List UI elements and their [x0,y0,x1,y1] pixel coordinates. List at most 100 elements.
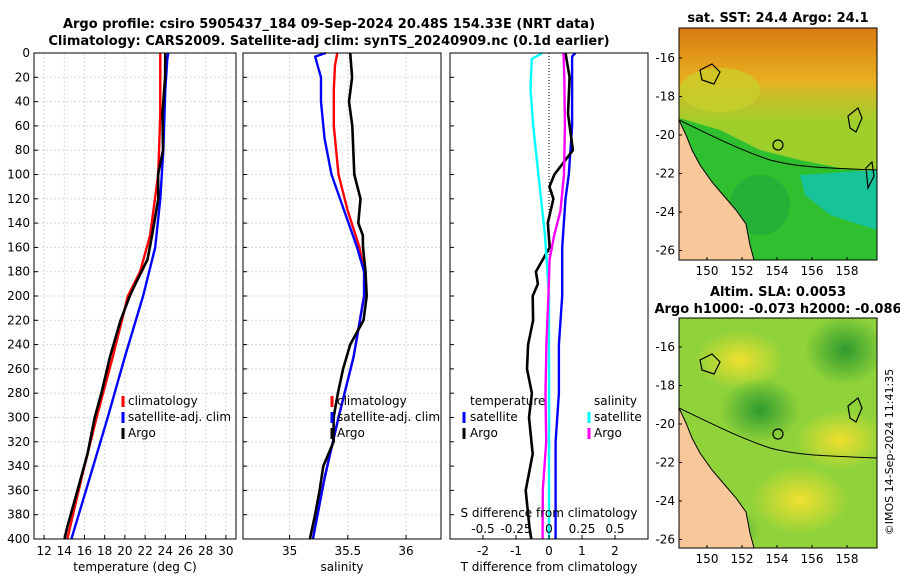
map-x-tick-label: 152 [731,552,754,566]
series-line-s-argo [541,52,567,540]
x-tick-label: 35 [282,544,297,558]
x-tick-label: 22 [137,544,152,558]
y-tick-label: 0 [22,46,30,60]
x2-tick-label: -0.5 [471,522,494,536]
series-line-argo [63,52,167,540]
salinity-xlabel: salinity [320,560,363,574]
x-tick-label: 36 [398,544,413,558]
x-tick-label: 26 [178,544,193,558]
x-tick-label: -2 [477,544,489,558]
y-tick-label: 400 [7,532,30,546]
sla-map [679,318,877,548]
y-tick-label: 80 [15,143,30,157]
sla-coastline [679,407,755,548]
sla-reef [699,353,721,375]
x-tick-label: 16 [77,544,92,558]
series-line-satellite-adj-clim [311,51,366,540]
sla-high-patch [750,465,850,535]
map-x-tick-label: 150 [696,264,719,278]
sst-warm-patch [680,68,760,112]
salinity-panel: 35 35.5 36 [242,51,442,558]
y-tick-label: 280 [7,386,30,400]
x-tick-label: 18 [97,544,112,558]
map-y-tick-label: -24 [655,494,675,508]
map-y-tick-label: -24 [655,205,675,219]
map-x-tick-label: 158 [836,552,859,566]
sla-high-patch [695,330,785,390]
x-tick-label: 28 [198,544,213,558]
x-tick-label: 20 [117,544,132,558]
sst-isobath [679,119,877,171]
temperature-panel: 12 14 16 18 20 22 24 26 28 3002040608010012014016… [7,46,237,558]
sst-reef [865,160,875,191]
x2-tick-label: 0 [545,522,553,536]
y-tick-label: 40 [15,95,30,109]
y-tick-label: 260 [7,362,30,376]
x-tick-label: 12 [36,544,51,558]
map-y-tick-label: -16 [655,340,675,354]
y-tick-label: 220 [7,313,30,327]
sst-map [679,28,877,260]
sla-high-patch [795,410,877,470]
figure-title-line1: Argo profile: csiro 5905437_184 09-Sep-2… [63,17,595,32]
legend-satellite-label: satellite-adj. clim [128,410,231,424]
difference-xlabel: T difference from climatology [460,560,638,574]
legend-temperature-title: temperature [470,394,545,408]
x2-tick-label: -0.25 [500,522,531,536]
sst-coastline [679,119,755,260]
legend-argo-label: Argo [337,426,365,440]
series-line-argo [308,52,368,540]
legend-climatology-label: climatology [337,394,407,408]
sla-map-frame [678,317,878,549]
y-tick-label: 240 [7,338,30,352]
series-line-t-satellite [554,52,577,539]
difference-legend: temperature satellite Argo salinity sate… [462,394,642,440]
map-y-tick-label: -18 [655,379,675,393]
sla-map-ticks: -16 -18 -20 -22 -24 -26 150 152 154 156 158 [655,340,858,566]
sst-map-frame [678,27,878,261]
sla-reef [847,397,863,423]
y-tick-label: 100 [7,168,30,182]
sst-cyan-region [800,170,877,230]
x2-tick-label: 0.25 [569,522,596,536]
map-y-tick-label: -20 [655,128,675,142]
sst-green-patch [730,175,790,235]
x-tick-label: 24 [158,544,173,558]
legend-s-argo-label: Argo [594,426,622,440]
sla-argo-position-marker [772,428,784,440]
y-tick-label: 300 [7,411,30,425]
y-tick-label: 340 [7,459,30,473]
legend-s-satellite-label: satellite [594,410,642,424]
legend-argo-label: Argo [128,426,156,440]
x-tick-label: 2 [611,544,619,558]
y-tick-label: 360 [7,483,30,497]
temperature-xlabel: temperature (deg C) [73,560,196,574]
x-tick-label: 30 [218,544,233,558]
legend-satellite-label: satellite-adj. clim [337,410,440,424]
map-x-tick-label: 152 [731,264,754,278]
legend-t-satellite-label: satellite [470,410,518,424]
map-y-tick-label: -22 [655,456,675,470]
legend-t-argo-label: Argo [470,426,498,440]
map-x-tick-label: 158 [836,264,859,278]
temperature-legend: climatology satellite-adj. clim Argo [121,394,231,440]
sla-map-title-line1: Altim. SLA: 0.0053 [710,285,846,300]
figure-title-line2: Climatology: CARS2009. Satellite-adj cli… [48,34,609,49]
sst-reef [847,107,863,133]
series-line-t-argo [524,52,575,540]
sla-low-patch [720,378,800,442]
y-tick-label: 320 [7,435,30,449]
map-y-tick-label: -26 [655,244,675,258]
series-line-s-satellite [529,51,551,539]
x2-tick-label: 0.5 [605,522,624,536]
map-y-tick-label: -20 [655,417,675,431]
sla-low-patch [805,318,877,385]
x-tick-label: 14 [57,544,72,558]
map-x-tick-label: 150 [696,552,719,566]
sst-argo-position-marker [772,139,784,151]
map-x-tick-label: 154 [766,552,789,566]
x-tick-label: 35.5 [334,544,361,558]
sla-map-title-line2: Argo h1000: -0.073 h2000: -0.086 [654,302,900,317]
map-x-tick-label: 156 [801,264,824,278]
